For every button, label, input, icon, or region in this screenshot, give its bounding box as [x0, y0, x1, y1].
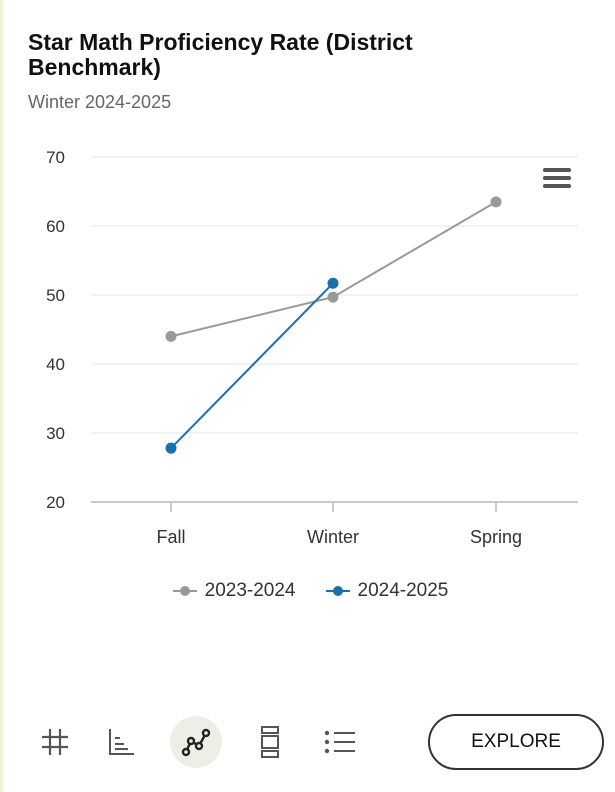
table-view-button[interactable]	[28, 712, 82, 772]
line-chart-icon	[181, 728, 211, 757]
y-tick-label: 40	[46, 355, 65, 374]
stacked-boxes-icon	[261, 726, 279, 758]
chart-legend: 2023-2024 2024-2025	[3, 580, 615, 602]
series-line-2023-2024	[170, 200, 497, 338]
legend-label: 2023-2024	[204, 580, 296, 601]
x-tick-label: Fall	[156, 527, 185, 547]
x-tick-label: Spring	[470, 527, 522, 547]
list-view-button[interactable]	[313, 712, 367, 772]
legend-marker-blue	[325, 585, 350, 597]
data-point-2023-2024	[490, 196, 502, 208]
stacked-view-button[interactable]	[243, 712, 297, 772]
bottom-toolbar: EXPLORE	[28, 712, 608, 774]
y-tick-label: 70	[46, 148, 65, 167]
y-tick-label: 30	[46, 424, 65, 443]
legend-label: 2024-2025	[357, 580, 449, 601]
chart-title: Star Math Proficiency Rate (District Ben…	[28, 29, 413, 80]
explore-button[interactable]: EXPLORE	[428, 714, 604, 770]
legend-marker-gray	[172, 585, 197, 597]
bar-chart-icon	[109, 729, 134, 755]
data-point-2024-2025	[165, 442, 177, 454]
list-icon	[324, 730, 355, 754]
line-chart: 20 30 40 50 60 70 Fall Winter Spring	[46, 148, 578, 547]
x-tick-label: Winter	[307, 527, 359, 547]
hamburger-menu-icon[interactable]	[543, 168, 571, 190]
line-chart-view-button[interactable]	[169, 712, 223, 772]
data-point-2024-2025	[327, 277, 339, 289]
data-point-2023-2024	[165, 330, 177, 342]
y-tick-label: 50	[46, 286, 65, 305]
hash-icon	[42, 729, 68, 755]
data-point-2023-2024	[327, 291, 339, 303]
chart-subtitle: Winter 2024-2025	[28, 92, 172, 112]
y-tick-label: 20	[46, 493, 65, 512]
y-tick-label: 60	[46, 217, 65, 236]
series-line-2024-2025	[170, 282, 334, 449]
legend-item-2023-2024[interactable]: 2023-2024	[172, 580, 296, 602]
legend-item-2024-2025[interactable]: 2024-2025	[325, 580, 449, 602]
bar-chart-view-button[interactable]	[94, 712, 148, 772]
